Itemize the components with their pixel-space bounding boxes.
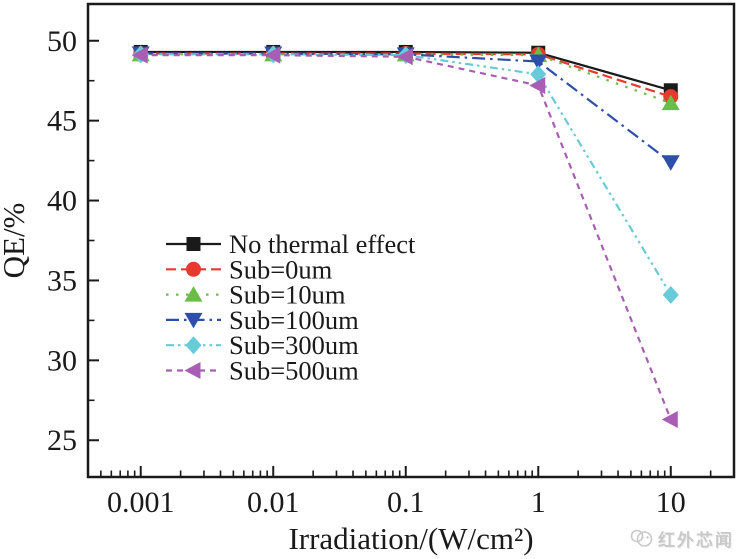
data-point-sub-10um: [661, 94, 680, 111]
y-tick-label: 50: [47, 25, 77, 58]
data-point-sub-500um: [529, 76, 546, 94]
x-tick-label: 0.1: [387, 486, 425, 519]
data-point-sub-100um: [529, 54, 548, 71]
data-point-sub-100um: [661, 155, 680, 171]
series-sub-100um: [131, 46, 680, 171]
legend-marker-diamond-icon: [185, 336, 202, 355]
x-axis-title: Irradiation/(W/cm²): [288, 521, 533, 556]
y-axis-title: QE/%: [0, 203, 31, 279]
legend-item-sub-500um: Sub=500um: [166, 356, 359, 386]
legend-marker-square-icon: [186, 237, 201, 251]
y-tick-label: 40: [47, 185, 77, 218]
legend-label: No thermal effect: [229, 229, 416, 259]
legend-item-no-thermal-effect: No thermal effect: [166, 229, 416, 259]
y-tick-label: 30: [47, 344, 77, 377]
legend-label: Sub=10um: [229, 280, 346, 310]
series-line-sub-100um: [140, 52, 672, 164]
x-tick-label: 10: [656, 486, 686, 519]
watermark-logo-icon: [630, 529, 653, 547]
x-tick-label: 0.01: [247, 486, 300, 519]
x-axis: 0.001 0.01 0.1 1 10 Irradiation/(W/cm²): [100, 466, 712, 556]
data-point-sub-500um: [131, 46, 148, 64]
data-point-sub-500um: [661, 410, 678, 428]
watermark: 红外芯闻: [629, 526, 734, 551]
x-tick-label: 0.001: [107, 486, 175, 519]
y-tick-label: 45: [47, 105, 77, 138]
watermark-text: 红外芯闻: [658, 531, 734, 550]
legend-marker-circle-icon: [186, 261, 201, 277]
legend-label: Sub=300um: [229, 330, 359, 360]
legend-item-sub-10um: Sub=10um: [166, 280, 346, 310]
legend-label: Sub=100um: [229, 305, 359, 335]
data-point-sub-300um: [662, 285, 679, 304]
legend-marker-triangle-down-icon: [184, 312, 203, 329]
legend-item-sub-0um: Sub=0um: [166, 254, 333, 284]
y-axis: 25 30 35 40 45 50 QE/%: [0, 25, 99, 457]
series-sub-300um: [132, 45, 679, 304]
data-point-sub-500um: [396, 48, 413, 66]
series-line-sub-0um: [140, 52, 672, 98]
legend-marker-triangle-up-icon: [184, 286, 203, 302]
x-tick-label: 1: [531, 486, 546, 519]
y-tick-label: 35: [47, 264, 77, 297]
data-point-sub-500um: [264, 46, 281, 64]
legend-item-sub-100um: Sub=100um: [166, 305, 359, 335]
legend-marker-triangle-left-icon: [184, 362, 201, 379]
legend-label: Sub=0um: [229, 254, 333, 284]
legend-label: Sub=500um: [229, 356, 359, 386]
series-sub-500um: [131, 46, 678, 428]
legend-item-sub-300um: Sub=300um: [166, 330, 359, 360]
y-tick-label: 25: [47, 424, 77, 457]
legend: No thermal effectSub=0umSub=10umSub=100u…: [166, 229, 416, 386]
